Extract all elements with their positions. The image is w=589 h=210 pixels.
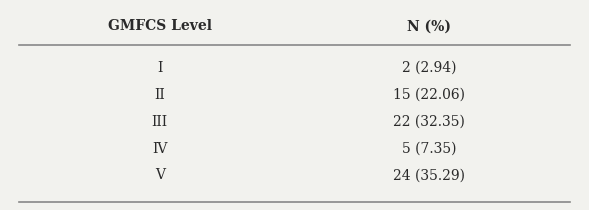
Text: GMFCS Level: GMFCS Level — [108, 19, 211, 33]
Text: 24 (35.29): 24 (35.29) — [393, 168, 465, 182]
Text: 5 (7.35): 5 (7.35) — [402, 142, 456, 156]
Text: 22 (32.35): 22 (32.35) — [393, 115, 465, 129]
Text: IV: IV — [152, 142, 167, 156]
Text: N (%): N (%) — [408, 19, 451, 33]
Text: III: III — [151, 115, 168, 129]
Text: V: V — [155, 168, 165, 182]
Text: 15 (22.06): 15 (22.06) — [393, 88, 465, 102]
Text: I: I — [157, 61, 163, 75]
Text: 2 (2.94): 2 (2.94) — [402, 61, 456, 75]
Text: II: II — [154, 88, 165, 102]
